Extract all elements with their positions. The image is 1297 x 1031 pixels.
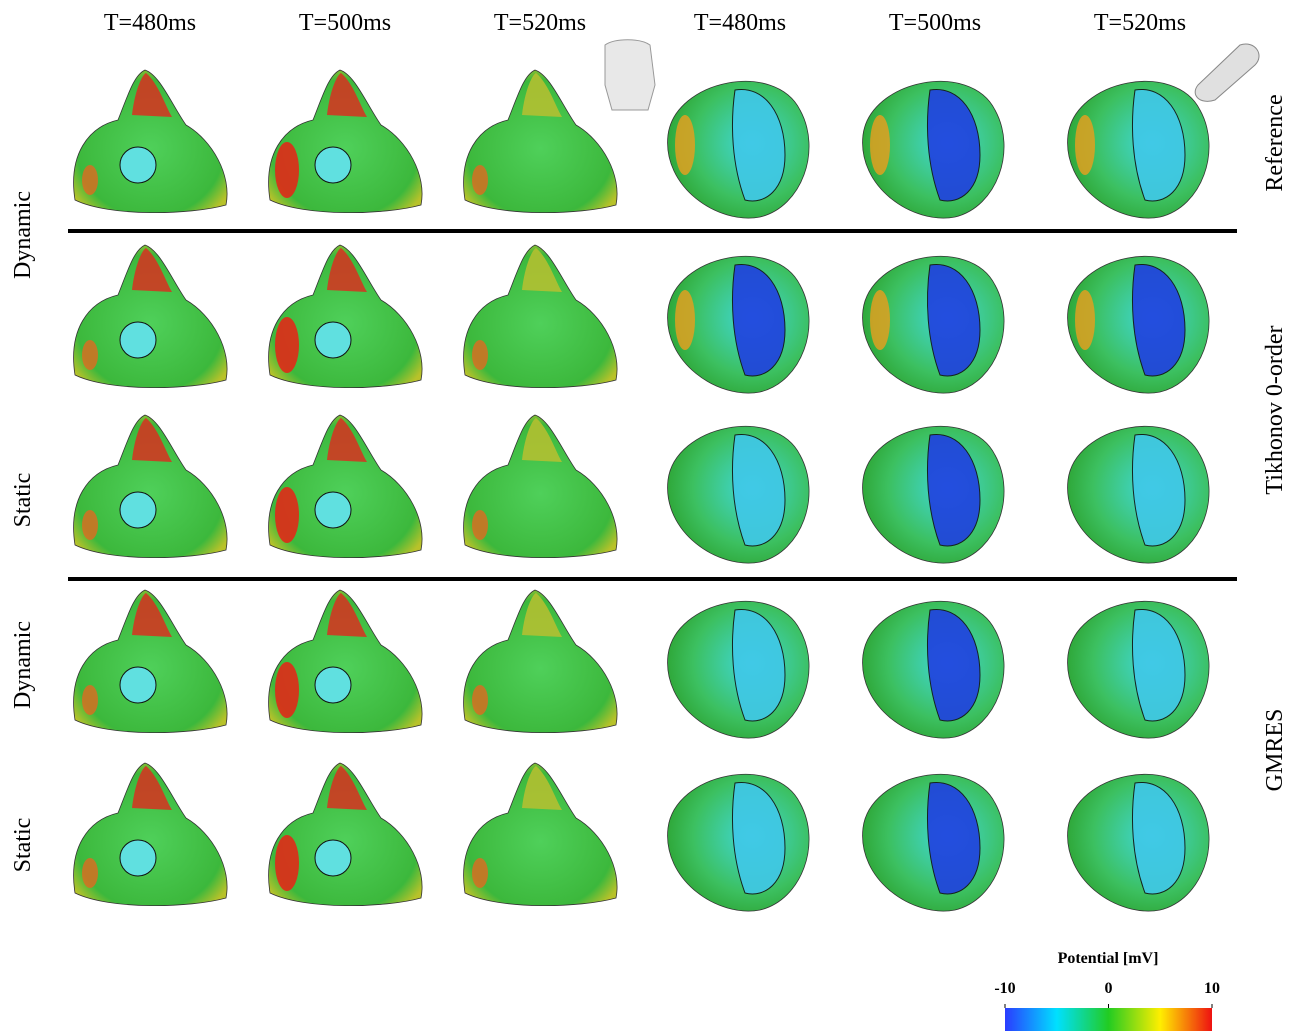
row-label: Dynamic xyxy=(10,191,36,279)
region xyxy=(315,840,351,876)
heart-map xyxy=(863,601,1004,738)
heart-map xyxy=(863,774,1004,911)
colorbar-title: Potential [mV] xyxy=(1058,950,1159,967)
region xyxy=(275,142,299,198)
heart-map xyxy=(1068,426,1209,563)
torso-icon xyxy=(605,40,655,110)
heart-map xyxy=(863,426,1004,563)
heart-map xyxy=(863,256,1004,393)
method-label: Tikhonov 0-order xyxy=(1262,325,1288,494)
heart-map xyxy=(863,81,1004,218)
heart-map xyxy=(269,415,422,558)
heart-map xyxy=(464,70,617,213)
region xyxy=(275,835,299,891)
column-header: T=500ms xyxy=(889,10,981,36)
region xyxy=(315,492,351,528)
region xyxy=(120,147,156,183)
method-label: GMRES xyxy=(1262,709,1288,792)
figure: Potential [mV] T=480ms T=500ms T=520ms T=48… xyxy=(0,0,1297,1031)
column-header: T=520ms xyxy=(494,10,586,36)
column-header: T=480ms xyxy=(104,10,196,36)
region xyxy=(675,290,695,350)
heart-map xyxy=(74,590,227,733)
colorbar-tick-label: 10 xyxy=(1204,980,1220,997)
region xyxy=(472,340,488,370)
heart-map xyxy=(74,70,227,213)
heart-map xyxy=(269,245,422,388)
heart-map xyxy=(464,415,617,558)
region xyxy=(120,492,156,528)
heart-map xyxy=(1068,601,1209,738)
heart-map xyxy=(1068,81,1209,218)
heart-map xyxy=(1068,774,1209,911)
region xyxy=(315,322,351,358)
region xyxy=(82,510,98,540)
colorbar-tick-label: 0 xyxy=(1105,980,1113,997)
heart-map xyxy=(668,256,809,393)
region xyxy=(870,290,890,350)
region xyxy=(120,322,156,358)
heart-map xyxy=(269,763,422,906)
column-header: T=500ms xyxy=(299,10,391,36)
region xyxy=(275,317,299,373)
region xyxy=(120,840,156,876)
heart-map xyxy=(668,81,809,218)
heart-map xyxy=(464,763,617,906)
heart-map xyxy=(74,415,227,558)
region xyxy=(82,340,98,370)
column-header: T=520ms xyxy=(1094,10,1186,36)
row-label: Static xyxy=(10,473,36,528)
region xyxy=(1075,115,1095,175)
heart-map xyxy=(74,245,227,388)
region xyxy=(275,662,299,718)
region xyxy=(472,165,488,195)
heart-map xyxy=(668,601,809,738)
heart-map xyxy=(668,774,809,911)
region xyxy=(82,858,98,888)
heart-map xyxy=(464,590,617,733)
region xyxy=(675,115,695,175)
region xyxy=(472,510,488,540)
region xyxy=(1075,290,1095,350)
region xyxy=(315,147,351,183)
region xyxy=(315,667,351,703)
region xyxy=(275,487,299,543)
colorbar-tick-label: -10 xyxy=(994,980,1015,997)
region xyxy=(82,165,98,195)
heart-map xyxy=(269,590,422,733)
heart-map xyxy=(464,245,617,388)
heart-map xyxy=(1068,256,1209,393)
heart-icon xyxy=(1195,44,1259,101)
column-header: T=480ms xyxy=(694,10,786,36)
region xyxy=(472,858,488,888)
region xyxy=(120,667,156,703)
region xyxy=(472,685,488,715)
region xyxy=(82,685,98,715)
colorbar xyxy=(1005,1008,1212,1031)
heart-map xyxy=(668,426,809,563)
heart-map xyxy=(269,70,422,213)
row-label: Static xyxy=(10,818,36,873)
row-label: Dynamic xyxy=(10,621,36,709)
method-label: Reference xyxy=(1262,94,1288,191)
heart-map xyxy=(74,763,227,906)
region xyxy=(870,115,890,175)
